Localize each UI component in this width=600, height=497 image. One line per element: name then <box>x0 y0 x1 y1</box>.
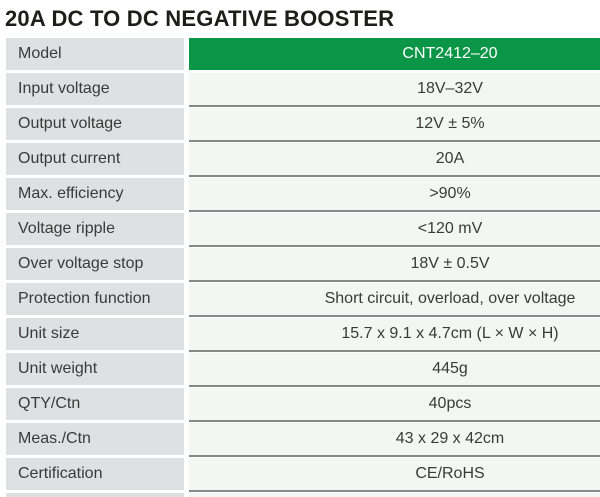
spec-value: <120 mV <box>189 213 600 245</box>
spec-label: Max. efficiency <box>6 178 184 210</box>
spec-value: 15.7 x 9.1 x 4.7cm (L × W × H) <box>189 318 600 350</box>
spec-value: >90% <box>189 178 600 210</box>
spec-row-output-voltage: Output voltage 12V ± 5% <box>6 108 600 140</box>
spec-row-certification: Certification CE/RoHS <box>6 458 600 490</box>
spec-value: 43 x 29 x 42cm <box>189 423 600 455</box>
spec-label: Input voltage <box>6 73 184 105</box>
spec-label: Voltage ripple <box>6 213 184 245</box>
spec-table: Model CNT2412–20 Input voltage 18V–32V O… <box>6 38 600 497</box>
spec-value: CE/RoHS <box>189 458 600 490</box>
spec-value: Short circuit, overload, over voltage <box>189 283 600 315</box>
spec-row-voltage-ripple: Voltage ripple <120 mV <box>6 213 600 245</box>
spec-row-qty-ctn: QTY/Ctn 40pcs <box>6 388 600 420</box>
spec-value: 445g <box>189 353 600 385</box>
spec-label: Output current <box>6 143 184 175</box>
spec-row-unit-size: Unit size 15.7 x 9.1 x 4.7cm (L × W × H) <box>6 318 600 350</box>
spec-row-input-voltage: Input voltage 18V–32V <box>6 73 600 105</box>
spec-row-model: Model CNT2412–20 <box>6 38 600 70</box>
spec-row-over-voltage-stop: Over voltage stop 18V ± 0.5V <box>6 248 600 280</box>
spec-value: 18V ± 0.5V <box>189 248 600 280</box>
spec-value: 40pcs <box>189 388 600 420</box>
spec-row-meas-ctn: Meas./Ctn 43 x 29 x 42cm <box>6 423 600 455</box>
spec-label: Output voltage <box>6 108 184 140</box>
spec-value: 20A <box>189 143 600 175</box>
spec-label: Meas./Ctn <box>6 423 184 455</box>
spec-label-clipped <box>6 493 184 497</box>
spec-value: 18V–32V <box>189 73 600 105</box>
spec-row-unit-weight: Unit weight 445g <box>6 353 600 385</box>
model-value-cell: CNT2412–20 <box>189 38 600 70</box>
spec-value-clipped <box>189 493 600 497</box>
spec-label: QTY/Ctn <box>6 388 184 420</box>
page-title: 20A DC TO DC NEGATIVE BOOSTER <box>5 6 395 31</box>
spec-label: Protection function <box>6 283 184 315</box>
spec-row-output-current: Output current 20A <box>6 143 600 175</box>
spec-label: Over voltage stop <box>6 248 184 280</box>
spec-row-max-efficiency: Max. efficiency >90% <box>6 178 600 210</box>
spec-value: 12V ± 5% <box>189 108 600 140</box>
spec-label: Certification <box>6 458 184 490</box>
spec-label: Unit size <box>6 318 184 350</box>
spec-row-clipped <box>6 493 600 497</box>
spec-label: Model <box>6 38 184 70</box>
spec-row-protection-function: Protection function Short circuit, overl… <box>6 283 600 315</box>
spec-label: Unit weight <box>6 353 184 385</box>
